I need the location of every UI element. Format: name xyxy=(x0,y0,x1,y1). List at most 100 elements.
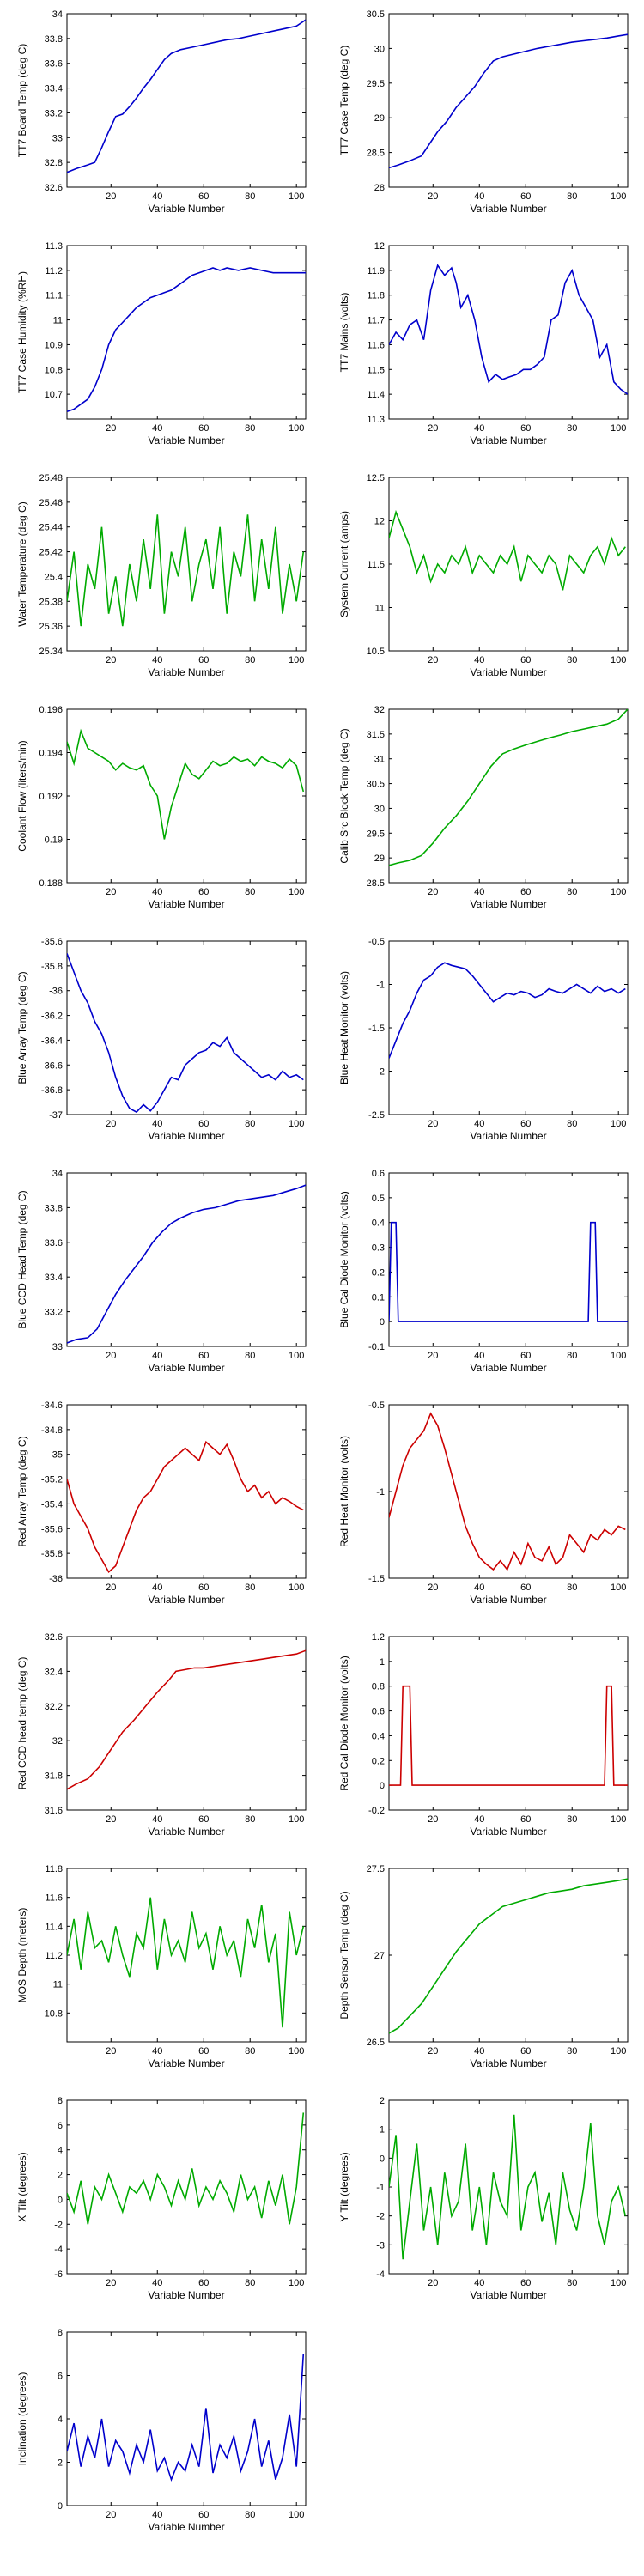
series-line xyxy=(389,962,626,1059)
x-tick-label: 40 xyxy=(474,2046,484,2057)
y-tick-label: 11.9 xyxy=(367,266,385,276)
x-tick-label: 40 xyxy=(474,2278,484,2288)
chart-svg-13: 20 40 60 80 100 -36 -35.8 -35.6 -35.4 -35.2 -35 -34… xyxy=(16,1400,307,1606)
y-tick-label: 32 xyxy=(374,705,385,715)
y-tick-label: 10.9 xyxy=(45,340,63,350)
chart-svg-3: 20 40 60 80 100 10.7 10.8 10.9 11 11.1 11.2 11.3 Var… xyxy=(16,241,307,447)
y-axis-label: MOS Depth (meters) xyxy=(16,1908,28,2003)
y-tick-label: 33 xyxy=(52,1342,63,1352)
y-tick-label: 0.8 xyxy=(372,1682,385,1692)
y-tick-label: 28 xyxy=(374,183,385,193)
y-tick-label: -0.5 xyxy=(368,937,385,947)
y-tick-label: -36.6 xyxy=(41,1060,63,1071)
chart-svg-7: 20 40 60 80 100 0.188 0.19 0.192 0.194 0.196 Varia… xyxy=(16,705,307,910)
x-tick-label: 40 xyxy=(152,2046,162,2057)
y-tick-label: -1.5 xyxy=(368,1574,385,1584)
chart-panel-9: 20 40 60 80 100 -37 -36.8 -36.6 -36.4 -36.2 -36 -35… xyxy=(0,927,322,1151)
x-tick-label: 100 xyxy=(611,887,626,897)
x-axis-label: Variable Number xyxy=(470,1826,546,1838)
chart-panel-12: 20 40 60 80 100 -0.1 0 0.1 0.2 0.3 0.4 0.5 0.6 Variab… xyxy=(322,1159,644,1382)
chart-svg-6: 20 40 60 80 100 10.5 11 11.5 12 12.5 Variable Numb… xyxy=(338,473,629,678)
y-axis-label: TT7 Case Humidity (%RH) xyxy=(16,271,28,393)
y-tick-label: -37 xyxy=(49,1110,63,1121)
plot-frame xyxy=(66,2099,307,2275)
chart-panel-3: 20 40 60 80 100 10.7 10.8 10.9 11 11.1 11.2 11.3 Var… xyxy=(0,232,322,455)
y-axis-label: Red Heat Monitor (volts) xyxy=(338,1436,350,1547)
chart-panel-10: 20 40 60 80 100 -2.5 -2 -1.5 -1 -0.5 Variable Numb… xyxy=(322,927,644,1151)
y-tick-label: -36.8 xyxy=(41,1085,63,1096)
y-axis-label: Blue CCD Head Temp (deg C) xyxy=(16,1190,28,1328)
y-tick-label: 29 xyxy=(374,113,385,124)
series-line xyxy=(389,709,628,866)
chart-svg-16: 20 40 60 80 100 -0.2 0 0.2 0.4 0.6 0.8 1 1.2 Variable… xyxy=(338,1632,629,1838)
y-tick-label: 31.8 xyxy=(45,1771,63,1782)
plot-frame xyxy=(388,477,629,652)
x-tick-label: 100 xyxy=(611,191,626,202)
plot-frame xyxy=(388,1172,629,1347)
chart-svg-2: 20 40 60 80 100 28 28.5 29 29.5 30 30.5 Variable Nu… xyxy=(338,9,629,215)
x-tick-label: 100 xyxy=(611,423,626,434)
y-axis-label: X Tilt (degrees) xyxy=(16,2152,28,2221)
x-axis-label: Variable Number xyxy=(148,666,224,678)
y-tick-label: 32.2 xyxy=(45,1702,63,1712)
x-tick-label: 60 xyxy=(198,1814,209,1825)
x-tick-label: 60 xyxy=(198,887,209,897)
chart-svg-21: 20 40 60 80 100 0 2 4 6 8 Variable Number Inclinati… xyxy=(16,2328,307,2533)
plot-frame xyxy=(388,708,629,884)
x-tick-label: 80 xyxy=(245,2510,255,2520)
y-tick-label: 0.192 xyxy=(39,792,63,802)
y-tick-label: 25.4 xyxy=(45,572,63,582)
y-tick-label: 31.6 xyxy=(45,1806,63,1816)
y-tick-label: 28.5 xyxy=(367,149,385,159)
x-tick-label: 20 xyxy=(106,1119,116,1129)
y-tick-label: 11.3 xyxy=(45,241,63,252)
x-tick-label: 40 xyxy=(474,1814,484,1825)
y-tick-label: 33.6 xyxy=(45,59,63,70)
x-axis-label: Variable Number xyxy=(470,1594,546,1606)
y-tick-label: 11.5 xyxy=(367,365,385,375)
y-tick-label: 1 xyxy=(380,1657,385,1668)
x-tick-label: 20 xyxy=(428,2278,438,2288)
series-line xyxy=(67,1440,304,1574)
chart-svg-1: 20 40 60 80 100 32.6 32.8 33 33.2 33.4 33.6 33.8 34 V… xyxy=(16,9,307,215)
x-tick-label: 20 xyxy=(106,2510,116,2520)
y-tick-label: -35.2 xyxy=(41,1475,63,1485)
x-tick-label: 60 xyxy=(198,1351,209,1361)
x-tick-label: 60 xyxy=(520,423,531,434)
x-tick-label: 80 xyxy=(245,1351,255,1361)
x-tick-label: 100 xyxy=(611,1583,626,1593)
y-tick-label: 31 xyxy=(374,755,385,765)
x-tick-label: 20 xyxy=(106,191,116,202)
x-tick-label: 60 xyxy=(198,1119,209,1129)
y-tick-label: 33.4 xyxy=(45,1273,63,1283)
y-tick-label: 32.8 xyxy=(45,158,63,168)
y-tick-label: 25.42 xyxy=(39,548,63,558)
x-tick-label: 80 xyxy=(245,423,255,434)
chart-panel-14: 20 40 60 80 100 -1.5 -1 -0.5 Variable Number Red … xyxy=(322,1391,644,1614)
series-line xyxy=(389,1412,626,1571)
x-axis-label: Variable Number xyxy=(148,2289,224,2301)
chart-panel-8: 20 40 60 80 100 28.5 29 29.5 30 30.5 31 31.5 32 Varia… xyxy=(322,696,644,919)
x-tick-label: 20 xyxy=(428,423,438,434)
x-tick-label: 60 xyxy=(520,191,531,202)
y-tick-label: -1 xyxy=(376,2183,385,2193)
x-tick-label: 80 xyxy=(245,887,255,897)
x-tick-label: 40 xyxy=(152,2278,162,2288)
plot-frame xyxy=(66,940,307,1115)
x-tick-label: 100 xyxy=(289,1119,304,1129)
y-tick-label: 32.4 xyxy=(45,1667,63,1677)
plot-frame xyxy=(388,245,629,420)
x-tick-label: 80 xyxy=(245,1814,255,1825)
chart-svg-8: 20 40 60 80 100 28.5 29 29.5 30 30.5 31 31.5 32 Varia… xyxy=(338,705,629,910)
y-tick-label: 10.5 xyxy=(367,647,385,657)
x-tick-label: 60 xyxy=(520,1583,531,1593)
y-tick-label: 0.188 xyxy=(39,878,63,889)
y-axis-label: Red CCD head temp (deg C) xyxy=(16,1657,28,1790)
y-tick-label: 28.5 xyxy=(367,878,385,889)
chart-panel-11: 20 40 60 80 100 33 33.2 33.4 33.6 33.8 34 Variable … xyxy=(0,1159,322,1382)
y-tick-label: 6 xyxy=(58,2121,63,2131)
x-tick-label: 60 xyxy=(520,2278,531,2288)
x-tick-label: 40 xyxy=(474,423,484,434)
plot-frame xyxy=(388,1404,629,1579)
x-tick-label: 60 xyxy=(198,423,209,434)
